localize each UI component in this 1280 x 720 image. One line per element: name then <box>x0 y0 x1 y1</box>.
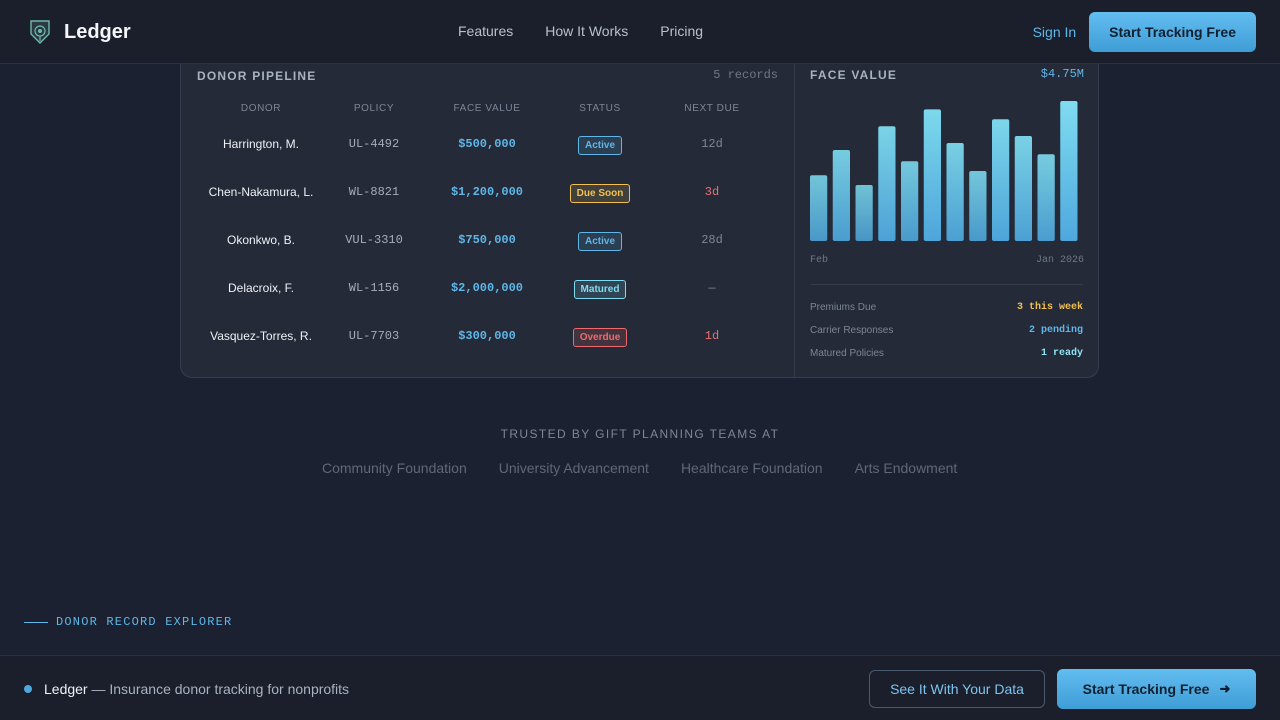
stat-label: Matured Policies <box>810 348 884 359</box>
table-row[interactable]: Harrington, M. UL-4492 $500,000 Active 1… <box>181 136 794 185</box>
sticky-start-tracking-label: Start Tracking Free <box>1082 681 1210 697</box>
logo-university-advancement: University Advancement <box>498 460 649 476</box>
face-value: $750,000 <box>458 233 516 247</box>
stats-divider <box>810 284 1083 285</box>
stat-value: 3 this week <box>1016 302 1083 313</box>
chart-bar <box>810 175 828 241</box>
brand-name: Ledger <box>64 20 131 43</box>
top-nav: Ledger Features How It Works Pricing Sig… <box>0 0 1280 64</box>
face-value-total: $4.75M <box>1040 67 1084 81</box>
records-count: 5 records <box>713 68 778 82</box>
sticky-start-tracking-button[interactable]: Start Tracking Free ➜ <box>1057 669 1256 709</box>
next-due: — <box>708 281 716 295</box>
next-due: 28d <box>701 233 723 247</box>
sticky-cta-bar: Ledger — Insurance donor tracking for no… <box>0 655 1280 720</box>
logo-healthcare-foundation: Healthcare Foundation <box>680 460 823 476</box>
sticky-message: Ledger — Insurance donor tracking for no… <box>44 681 349 697</box>
table-row[interactable]: Chen-Nakamura, L. WL-8821 $1,200,000 Due… <box>181 184 794 233</box>
explorer-eyebrow-text: DONOR RECORD EXPLORER <box>56 615 233 629</box>
eyebrow-dash <box>24 621 48 623</box>
x-axis-start-label: Feb <box>810 255 829 266</box>
chart-bar <box>969 171 987 241</box>
nav-links: Features How It Works Pricing <box>458 23 735 39</box>
policy-id: UL-4492 <box>348 137 400 151</box>
policy-id: VUL-3310 <box>345 233 403 247</box>
table-row[interactable]: Delacroix, F. WL-1156 $2,000,000 Matured… <box>181 280 794 329</box>
face-value: $500,000 <box>458 137 516 151</box>
donor-name: Chen-Nakamura, L. <box>208 185 314 199</box>
arrow-right-icon: ➜ <box>1219 681 1231 696</box>
stat-carrier-responses[interactable]: Carrier Responses 2 pending <box>810 325 1083 339</box>
face-value: $1,200,000 <box>450 185 523 199</box>
col-donor: DONOR <box>240 103 282 114</box>
face-value-title: FACE VALUE <box>810 68 898 82</box>
col-next-due: NEXT DUE <box>684 103 740 114</box>
face-value: $300,000 <box>458 329 516 343</box>
stat-premiums-due[interactable]: Premiums Due 3 this week <box>810 302 1083 316</box>
sign-in-link[interactable]: Sign In <box>1032 24 1077 40</box>
next-due: 1d <box>704 329 720 343</box>
logo-arts-endowment: Arts Endowment <box>854 460 958 476</box>
stat-label: Premiums Due <box>810 302 877 313</box>
trusted-logos: Community Foundation University Advancem… <box>322 460 989 476</box>
face-value-bar-chart <box>810 101 1078 241</box>
table-row[interactable]: Vasquez-Torres, R. UL-7703 $300,000 Over… <box>181 328 794 377</box>
policy-id: WL-8821 <box>348 185 400 199</box>
col-policy: POLICY <box>353 103 395 114</box>
status-badge: Active <box>577 232 622 251</box>
col-status: STATUS <box>579 103 621 114</box>
donor-name: Okonkwo, B. <box>226 233 296 247</box>
status-badge: Overdue <box>572 328 628 347</box>
chart-bar <box>878 126 896 241</box>
pipeline-title: DONOR PIPELINE <box>197 69 317 83</box>
chart-bar <box>1014 136 1032 241</box>
logo-community-foundation: Community Foundation <box>322 460 467 476</box>
stat-matured-policies[interactable]: Matured Policies 1 ready <box>810 348 1083 362</box>
chart-bar <box>946 143 964 241</box>
donor-pipeline-panel: DONOR PIPELINE 5 records DONOR POLICY FA… <box>181 51 794 377</box>
chart-bar <box>1060 101 1078 241</box>
shield-logo-icon <box>30 20 50 44</box>
donor-name: Delacroix, F. <box>227 281 295 295</box>
face-value: $2,000,000 <box>450 281 523 295</box>
start-tracking-button[interactable]: Start Tracking Free <box>1089 12 1256 52</box>
nav-how-it-works[interactable]: How It Works <box>545 23 629 39</box>
sticky-tagline: — Insurance donor tracking for nonprofit… <box>87 681 350 697</box>
donor-name: Harrington, M. <box>222 137 300 151</box>
trusted-title: TRUSTED BY GIFT PLANNING TEAMS AT <box>500 427 780 441</box>
chart-bar <box>832 150 850 241</box>
see-with-your-data-button[interactable]: See It With Your Data <box>869 670 1045 708</box>
status-dot-icon <box>24 685 32 693</box>
nav-actions: Sign In Start Tracking Free <box>1033 12 1256 52</box>
stat-label: Carrier Responses <box>810 325 894 336</box>
nav-features[interactable]: Features <box>458 23 514 39</box>
next-due: 3d <box>704 185 720 199</box>
face-value-panel: FACE VALUE $4.75M Feb Jan 2026 Premiums … <box>795 51 1098 377</box>
explorer-eyebrow: DONOR RECORD EXPLORER <box>24 615 232 629</box>
dashboard-preview-card: DONOR PIPELINE 5 records DONOR POLICY FA… <box>180 50 1099 378</box>
table-header: DONOR POLICY FACE VALUE STATUS NEXT DUE <box>181 103 794 117</box>
status-badge: Due Soon <box>569 184 631 203</box>
panel-divider <box>794 51 795 377</box>
policy-id: UL-7703 <box>348 329 400 343</box>
stat-value: 2 pending <box>1028 325 1083 336</box>
chart-bar <box>901 161 919 241</box>
policy-id: WL-1156 <box>348 281 400 295</box>
brand[interactable]: Ledger <box>28 19 131 45</box>
chart-bar <box>992 119 1010 241</box>
sticky-brand: Ledger <box>44 681 88 697</box>
status-badge: Active <box>577 136 622 155</box>
chart-bar <box>855 185 873 241</box>
x-axis-end-label: Jan 2026 <box>1035 255 1084 266</box>
col-face-value: FACE VALUE <box>453 103 521 114</box>
nav-pricing[interactable]: Pricing <box>660 23 704 39</box>
table-row[interactable]: Okonkwo, B. VUL-3310 $750,000 Active 28d <box>181 232 794 281</box>
chart-bar <box>1037 154 1055 241</box>
next-due: 12d <box>701 137 723 151</box>
chart-bar <box>923 109 941 241</box>
status-badge: Matured <box>573 280 627 299</box>
stat-value: 1 ready <box>1040 348 1083 359</box>
donor-name: Vasquez-Torres, R. <box>210 329 312 343</box>
